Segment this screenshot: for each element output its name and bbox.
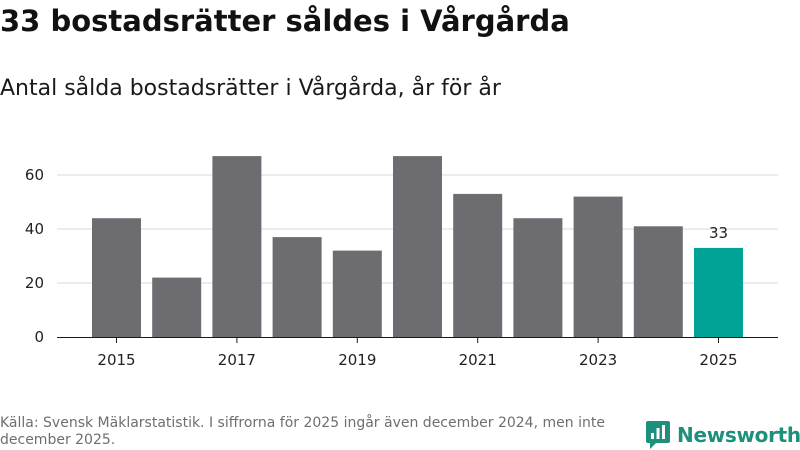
chart-title: 33 bostadsrätter såldes i Vårgårda [0,4,570,38]
brand-name: Newsworthy [677,423,800,447]
data-label-2025: 33 [709,224,728,242]
x-tick-label: 2021 [459,351,497,369]
bar-2022 [513,218,563,337]
bar-2019 [332,250,382,337]
y-tick-label: 0 [34,328,44,346]
bar-2024 [633,226,683,337]
x-tick-label: 2017 [218,351,256,369]
x-tick-label: 2025 [699,351,737,369]
newsworthy-logo-icon [646,421,670,449]
source-note: Källa: Svensk Mäklarstatistik. I siffror… [0,415,605,448]
y-tick-label: 20 [25,274,44,292]
bar-2015 [92,218,141,337]
labels: 0 20 40 60 2015 2017 2019 2021 2023 2025 33 [25,166,738,369]
brand-logo: Newsworthy [645,420,800,450]
bar-2023 [573,196,623,337]
bar-2017 [212,156,262,337]
bar-2021 [453,193,503,337]
bar-2016 [152,277,202,337]
x-tick-label: 2019 [338,351,376,369]
x-tick-label: 2015 [97,351,135,369]
y-tick-label: 40 [25,220,44,238]
bar-2020 [393,156,442,337]
bars [92,156,743,337]
bar-2025 [694,247,743,337]
x-axis [57,337,778,343]
y-tick-label: 60 [25,166,44,184]
x-tick-label: 2023 [579,351,617,369]
bar-chart: 0 20 40 60 2015 2017 2019 2021 2023 2025 33 [25,156,778,369]
chart-subtitle: Antal sålda bostadsrätter i Vårgårda, år… [0,76,501,101]
bar-2018 [272,237,322,337]
